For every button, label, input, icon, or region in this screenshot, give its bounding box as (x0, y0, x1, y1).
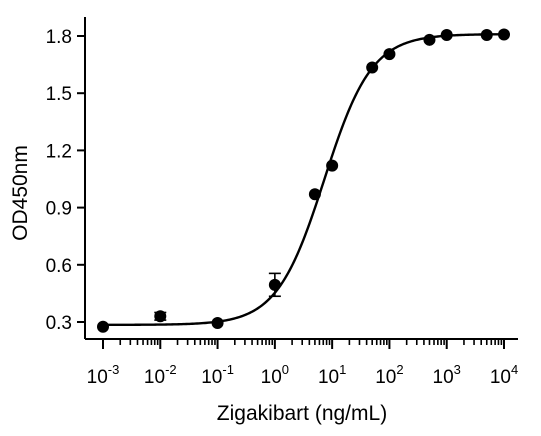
axes: 0.30.60.91.21.51.8 10-3 10-2 10-1 100 101 102… (46, 17, 518, 388)
y-tick-label: 1.8 (46, 27, 72, 48)
data-point (211, 316, 224, 329)
x-tick-exponent: -2 (165, 362, 177, 377)
y-tick-label: 1.2 (46, 141, 72, 162)
data-point (308, 188, 321, 201)
data-point (498, 28, 510, 41)
data-point (268, 278, 281, 291)
x-tick-label: 10-1 (201, 362, 234, 388)
x-tick-base: 10 (144, 367, 165, 388)
x-tick-exponent: 3 (454, 362, 461, 377)
x-tick-label: 103 (433, 362, 461, 388)
data-points (97, 28, 510, 333)
fit-curve (103, 33, 505, 327)
x-tick-exponent: 1 (339, 362, 346, 377)
x-tick-base: 10 (261, 367, 282, 388)
x-tick-base: 10 (490, 367, 511, 388)
x-tick-label: 101 (318, 362, 346, 388)
x-tick-base: 10 (375, 367, 396, 388)
x-tick-exponent: 4 (511, 362, 518, 377)
data-point (383, 48, 396, 61)
x-tick-base: 10 (318, 367, 339, 388)
x-tick-label: 102 (375, 362, 403, 388)
x-tick-base: 10 (87, 367, 108, 388)
x-tick-label: 10-3 (87, 362, 120, 388)
y-ticks: 0.3 0.6 0.9 1.2 1.5 1.8 (46, 27, 85, 334)
x-tick-exponent: 2 (396, 362, 403, 377)
data-point (423, 33, 436, 46)
x-tick-exponent: -3 (108, 362, 120, 377)
x-tick-exponent: 0 (282, 362, 289, 377)
y-tick-label: 0.3 (46, 313, 72, 334)
x-axis-title: Zigakibart (ng/mL) (217, 402, 387, 425)
y-tick-label: 1.5 (46, 84, 72, 105)
data-point (480, 29, 493, 42)
x-tick-label: 100 (261, 362, 289, 388)
data-point (366, 61, 379, 74)
x-tick-base: 10 (201, 367, 222, 388)
x-tick-exponent: -1 (222, 362, 234, 377)
data-point (154, 310, 167, 323)
y-axis-title: OD450nm (9, 145, 32, 241)
y-tick-label: 0.9 (46, 199, 72, 220)
x-tick-base: 10 (433, 367, 454, 388)
data-point (97, 320, 109, 333)
data-point (440, 29, 453, 42)
data-point (326, 159, 339, 172)
y-tick-label: 0.6 (46, 256, 72, 277)
x-tick-label: 10-2 (144, 362, 177, 388)
x-ticks: 10-3 10-2 10-1 100 101 102 103 104 (87, 339, 518, 388)
x-tick-label: 104 (490, 362, 518, 388)
